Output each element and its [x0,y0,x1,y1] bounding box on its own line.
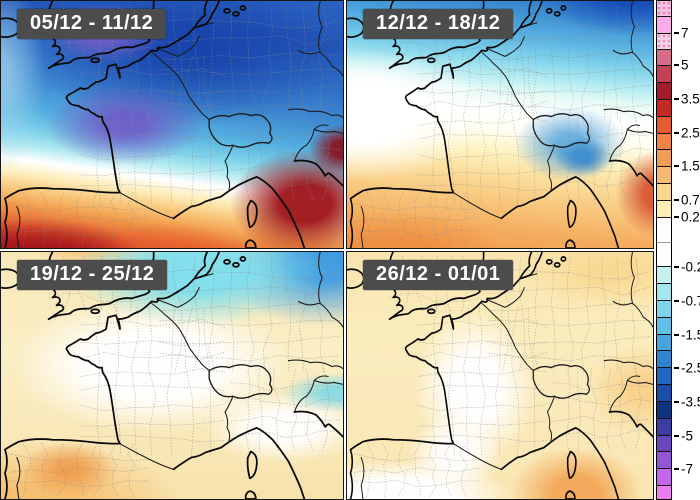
colorbar-tick [674,300,679,303]
panel-date-label: 26/12 - 01/01 [363,260,514,290]
colorbar-segment [657,200,671,218]
colorbar-segment [657,368,671,386]
colorbar-tick [674,215,679,218]
coastline-overlay [1,252,343,499]
colorbar-tick-label: 3.5 [681,91,700,107]
colorbar-segment [657,435,671,453]
colorbar-tick-label: 0.25 [681,209,700,225]
alpine-borders [532,364,590,399]
coastlines [347,252,653,499]
map-panel-week-2: 12/12 - 18/12 [346,0,654,249]
colorbar-segment [657,267,671,285]
colorbar-tick [674,401,679,404]
colorbar-segment [657,242,671,268]
map-panel-week-3: 19/12 - 25/12 [0,251,344,500]
colorbar-tick-label: -0.75 [681,293,700,309]
admin-borders [8,4,341,247]
colorbar-tick-label: -0.25 [681,259,700,275]
colorbar-scale [656,0,672,500]
admin-borders [8,255,341,498]
colorbar-tick-label: 0.75 [681,192,700,208]
colorbar-tick-label: 1.5 [681,158,700,174]
colorbar-tick [674,31,679,34]
colorbar-tick [674,97,679,100]
panel-date-label: 12/12 - 18/12 [363,9,514,39]
colorbar-tick [674,434,679,437]
colorbar-segment [657,284,671,301]
colorbar-tick-label: -5 [681,428,694,444]
colorbar-labels: 7 5 3.5 2.5 1.5 0.750.25 -0.25 -0.75 -1.5 -2.5 -3.… [674,0,700,500]
admin-borders [354,255,651,498]
colorbar-tick [674,367,679,370]
colorbar-tick-label: -3.5 [681,394,700,410]
colorbar-segment [657,184,671,201]
colorbar-tick [674,266,679,269]
colorbar-segment [657,217,671,243]
colorbar-tick-label: 7 [681,24,689,40]
colorbar-segment [657,351,671,369]
colorbar-segment [657,469,671,487]
colorbar-segment [657,486,671,499]
admin-borders [354,4,651,247]
coastline-overlay [347,252,653,499]
colorbar-tick-label: 5 [681,57,689,73]
colorbar-segment [657,16,671,34]
colorbar-segment [657,1,671,17]
colorbar-segment [657,133,671,151]
colorbar-tick-label: -1.5 [681,326,700,342]
colorbar-segment [657,66,671,84]
colorbar-segment [657,167,671,185]
colorbar-tick-label: 2.5 [681,124,700,140]
panel-date-label: 05/12 - 11/12 [17,9,167,39]
colorbar-tick [674,131,679,134]
coastlines [1,1,343,248]
colorbar-tick [674,165,679,168]
colorbar-tick-label: -2.5 [681,360,700,376]
colorbar-segment [657,83,671,100]
alpine-borders [208,113,273,148]
colorbar-segment [657,401,671,419]
country-borders [360,1,653,248]
colorbar-tick [674,64,679,67]
alpine-borders [208,364,273,399]
colorbar-segment [657,452,671,470]
colorbar-segment [657,33,671,50]
country-borders [360,252,653,499]
colorbar-segment [657,100,671,117]
alpine-borders [532,113,590,148]
colorbar-segment [657,385,671,402]
colorbar-tick [674,333,679,336]
map-grid: 05/12 - 11/12 [0,0,654,500]
colorbar-segment [657,150,671,168]
panel-date-label: 19/12 - 25/12 [17,260,168,290]
colorbar-tick-label: -7 [681,461,694,477]
colorbar-tick [674,468,679,471]
map-panel-week-4: 26/12 - 01/01 [346,251,654,500]
map-panel-week-1: 05/12 - 11/12 [0,0,344,249]
colorbar-segment [657,300,671,318]
colorbar-segment [657,334,671,352]
colorbar-segment [657,116,671,134]
colorbar-segment [657,49,671,67]
colorbar-segment [657,317,671,335]
colorbar-segment [657,418,671,436]
country-borders [16,252,343,499]
colorbar-tick [674,199,679,201]
